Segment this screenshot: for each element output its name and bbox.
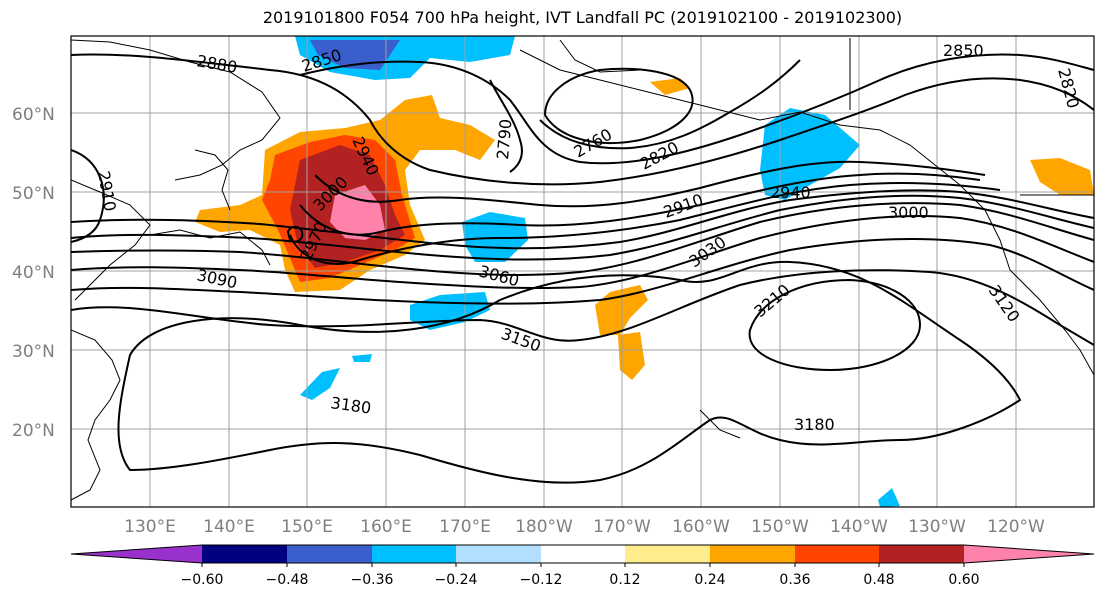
- colorbar-swatch-3: [372, 545, 456, 563]
- colorbar-tick-label: 0.48: [863, 572, 894, 588]
- positive-anomaly-region-max: [330, 185, 385, 240]
- contour-2880: [71, 53, 1094, 186]
- contour-2910: [71, 149, 105, 243]
- lon-label: 170°E: [439, 517, 491, 537]
- contour-2970: [289, 181, 1001, 265]
- contour-label: 3000: [888, 203, 929, 222]
- lon-label: 180°W: [515, 517, 573, 537]
- colorbar-tick-label: −0.12: [520, 572, 563, 588]
- colorbar: −0.60 −0.48 −0.36 −0.24 −0.12 0.12 0.24 …: [70, 544, 1095, 588]
- contour-3180: [117, 260, 1022, 484]
- lat-label: 30°N: [12, 342, 55, 362]
- colorbar-tick-label: 0.24: [694, 572, 725, 588]
- colorbar-tick-label: 0.12: [609, 572, 640, 588]
- latitude-labels: 60°N 50°N 40°N 30°N 20°N: [12, 105, 55, 441]
- colorbar-tick-label: 0.60: [948, 572, 979, 588]
- lat-label: 40°N: [12, 263, 55, 283]
- colorbar-swatch-8: [795, 545, 879, 563]
- positive-anomaly-small-4: [650, 78, 690, 95]
- colorbar-tick-label: 0.36: [779, 572, 810, 588]
- contour-3060: [71, 202, 1094, 276]
- positive-anomaly-small-3: [1030, 158, 1094, 195]
- contour-label: 2940: [770, 183, 811, 202]
- colorbar-swatch-6: [625, 545, 710, 563]
- colorbar-ticks: [201, 563, 965, 567]
- colorbar-tick-label: −0.48: [266, 572, 309, 588]
- contour-2910b: [314, 160, 986, 208]
- map-border: [70, 35, 1095, 508]
- contour-2820: [539, 59, 801, 150]
- lat-label: 60°N: [12, 105, 55, 125]
- contour-2760: [543, 67, 694, 144]
- colorbar-swatch-4: [456, 545, 541, 563]
- colorbar-swatch-7: [710, 545, 795, 563]
- colorbar-swatch-1: [202, 545, 287, 563]
- contour-3210: [748, 278, 922, 372]
- lat-label: 50°N: [12, 184, 55, 204]
- contour-3000: [71, 189, 1094, 250]
- lon-label: 150°E: [281, 517, 333, 537]
- colorbar-swatch-5: [541, 545, 625, 563]
- contour-2940: [299, 172, 981, 236]
- contour-label: 3180: [794, 415, 835, 434]
- lon-label: 160°E: [360, 517, 412, 537]
- lon-label: 160°W: [672, 517, 730, 537]
- contour-3090: [71, 215, 1094, 290]
- lon-label: 130°W: [908, 517, 966, 537]
- lon-label: 120°W: [987, 517, 1045, 537]
- negative-anomaly-region-6: [878, 488, 900, 507]
- lon-label: 140°W: [830, 517, 888, 537]
- longitude-labels: 130°E 140°E 150°E 160°E 170°E 180°W 170°…: [124, 517, 1045, 537]
- positive-anomaly-small-2: [618, 332, 645, 380]
- contour-2850: [299, 53, 1094, 165]
- height-contours: [71, 53, 1094, 484]
- map-content: 2880 2850 2760 2790 2820 2850 2820 2910 …: [71, 36, 1094, 507]
- colorbar-swatch-0: [71, 545, 202, 563]
- contour-3120: [71, 237, 1094, 305]
- negative-anomaly-region-2: [760, 108, 860, 200]
- lat-label: 20°N: [12, 421, 55, 441]
- map-title: 2019101800 F054 700 hPa height, IVT Land…: [262, 8, 903, 27]
- colorbar-swatch-10: [964, 545, 1094, 563]
- colorbar-tick-label: −0.24: [435, 572, 478, 588]
- lon-label: 150°W: [751, 517, 809, 537]
- lon-label: 140°E: [203, 517, 255, 537]
- contour-3150: [71, 269, 1094, 346]
- colorbar-swatch-9: [879, 545, 964, 563]
- contour-label: 2850: [943, 41, 984, 60]
- contour-label: 2790: [493, 118, 515, 160]
- colorbar-tick-labels: −0.60 −0.48 −0.36 −0.24 −0.12 0.12 0.24 …: [181, 572, 980, 588]
- lon-label: 130°E: [124, 517, 176, 537]
- contour-2790: [489, 79, 523, 173]
- colorbar-tick-label: −0.36: [351, 572, 394, 588]
- contour-low-inner: [286, 225, 304, 243]
- lon-label: 170°W: [593, 517, 651, 537]
- negative-anomaly-region-5: [300, 368, 340, 400]
- colorbar-swatch-2: [287, 545, 372, 563]
- contour-3030: [71, 194, 1094, 261]
- negative-anomaly-region-7: [352, 354, 372, 362]
- colorbar-tick-label: −0.60: [181, 572, 224, 588]
